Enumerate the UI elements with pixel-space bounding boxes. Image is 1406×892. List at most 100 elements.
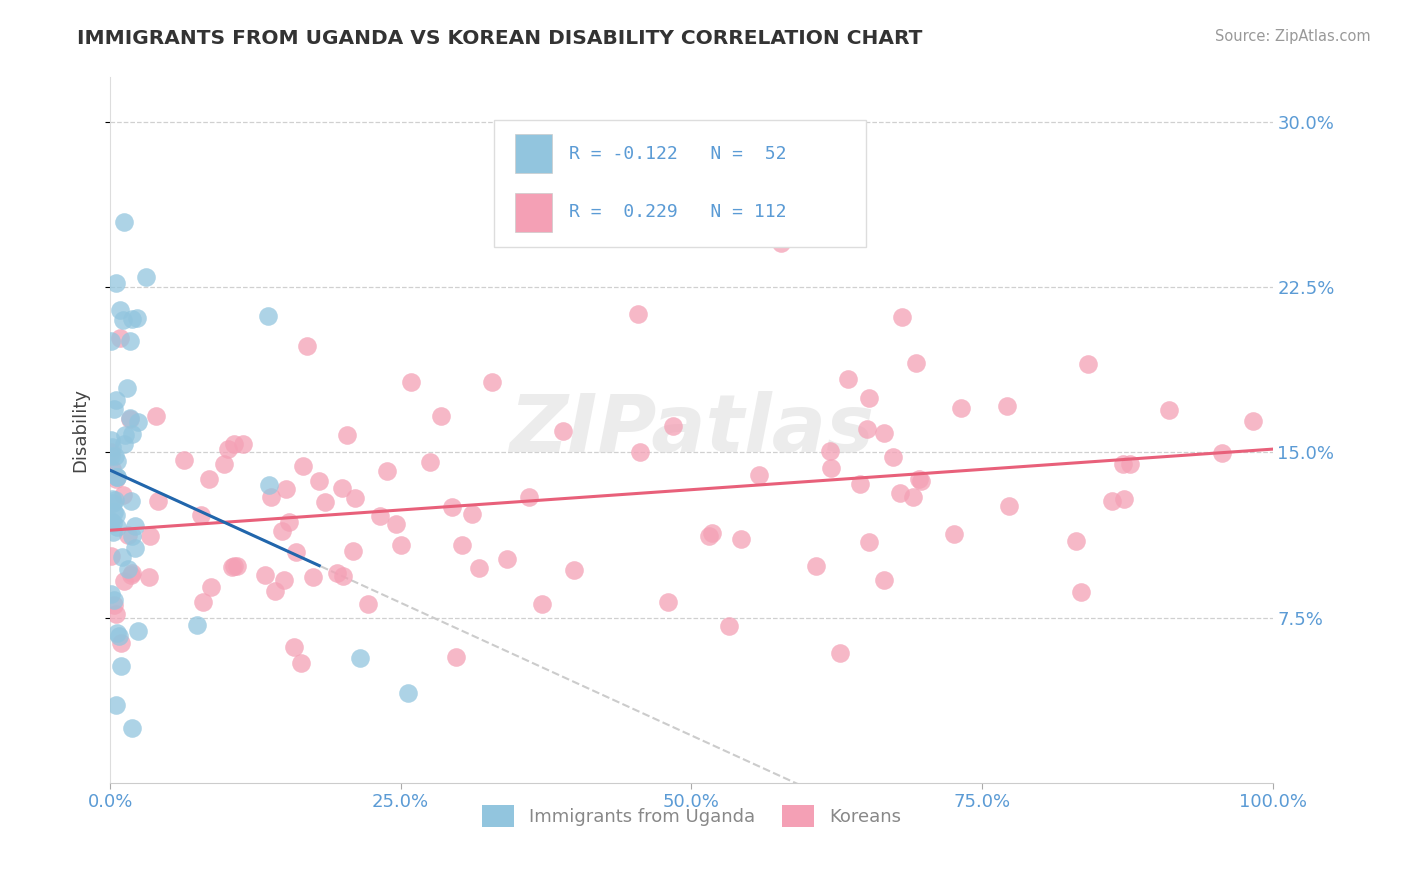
Point [232, 437, 254, 451]
Point [256, 309, 278, 323]
Point [1241, 414, 1264, 428]
Point [998, 500, 1021, 514]
Point [222, 437, 245, 451]
Point [1157, 402, 1180, 417]
Text: Source: ZipAtlas.com: Source: ZipAtlas.com [1215, 29, 1371, 45]
Point [100, 445, 122, 459]
Point [748, 467, 770, 482]
Point [146, 493, 169, 508]
Point [253, 568, 276, 582]
Point [949, 401, 972, 415]
Point [127, 624, 149, 639]
Point [138, 570, 160, 584]
Point [100, 549, 122, 563]
Point [264, 583, 287, 598]
Point [517, 491, 540, 505]
Point [284, 545, 307, 559]
Point [127, 415, 149, 429]
Point [100, 514, 122, 528]
Point [101, 496, 124, 510]
Point [100, 334, 122, 349]
Point [271, 524, 294, 539]
Point [100, 433, 122, 447]
Point [314, 495, 336, 509]
Point [396, 685, 419, 699]
Point [837, 372, 859, 386]
Point [332, 569, 354, 583]
Point [103, 592, 125, 607]
Point [273, 574, 295, 588]
Text: IMMIGRANTS FROM UGANDA VS KOREAN DISABILITY CORRELATION CHART: IMMIGRANTS FROM UGANDA VS KOREAN DISABIL… [77, 29, 922, 48]
Point [125, 310, 148, 325]
Point [389, 538, 412, 552]
Point [657, 594, 679, 608]
Point [101, 516, 124, 531]
Point [553, 424, 575, 438]
Point [730, 532, 752, 546]
Point [112, 437, 135, 451]
Point [1111, 457, 1133, 471]
Bar [515, 193, 551, 232]
Point [496, 552, 519, 566]
Point [849, 477, 872, 491]
Point [700, 526, 723, 541]
Point [1070, 585, 1092, 599]
Point [108, 331, 131, 345]
Point [212, 457, 235, 471]
Point [105, 393, 128, 408]
Point [120, 567, 142, 582]
Point [770, 235, 793, 250]
Point [562, 563, 585, 577]
Point [467, 561, 489, 575]
Point [222, 558, 245, 573]
Point [105, 469, 128, 483]
Point [120, 494, 142, 508]
Point [105, 698, 128, 712]
Point [873, 573, 896, 587]
Text: R = -0.122   N =  52: R = -0.122 N = 52 [569, 145, 787, 162]
Point [104, 449, 127, 463]
Point [101, 440, 124, 454]
Point [873, 426, 896, 441]
Point [377, 464, 399, 478]
Point [718, 618, 741, 632]
Point [105, 607, 128, 621]
Point [440, 500, 463, 514]
Point [481, 375, 503, 389]
Point [804, 558, 827, 573]
Point [226, 558, 249, 573]
Point [100, 587, 122, 601]
Point [283, 640, 305, 654]
Bar [515, 135, 551, 173]
Point [121, 566, 143, 581]
Point [277, 515, 299, 529]
FancyBboxPatch shape [494, 120, 866, 247]
Point [908, 472, 931, 486]
Point [858, 391, 880, 405]
Point [856, 422, 879, 436]
Point [1114, 491, 1136, 506]
Point [342, 544, 364, 558]
Point [124, 518, 146, 533]
Point [627, 307, 650, 321]
Point [628, 444, 651, 458]
Point [118, 334, 141, 349]
Point [1101, 494, 1123, 508]
Point [401, 376, 423, 390]
Point [105, 520, 128, 534]
Point [111, 488, 134, 502]
Point [335, 428, 357, 442]
Point [104, 472, 127, 486]
Point [344, 491, 367, 505]
Point [858, 535, 880, 549]
Point [110, 659, 132, 673]
Point [103, 598, 125, 612]
Point [890, 310, 912, 324]
Point [103, 525, 125, 540]
Point [117, 562, 139, 576]
Point [103, 401, 125, 416]
Point [330, 481, 353, 495]
Point [461, 508, 484, 522]
Point [121, 721, 143, 735]
Point [1211, 446, 1233, 460]
